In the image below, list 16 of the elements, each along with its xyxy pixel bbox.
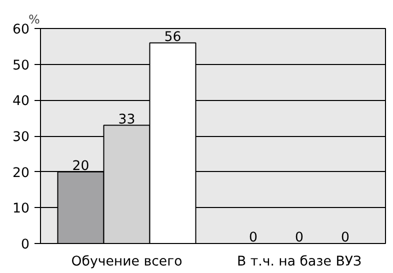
data-label: 33 xyxy=(118,112,136,128)
y-tick-label: 30 xyxy=(12,130,30,145)
data-label: 20 xyxy=(72,158,90,174)
x-tick-label: В т.ч. на базе ВУЗ xyxy=(236,254,362,270)
y-axis-title: % xyxy=(28,12,40,26)
y-tick-label: 0 xyxy=(21,238,30,252)
data-label: 0 xyxy=(295,230,304,246)
y-tick-label: 10 xyxy=(12,202,30,217)
y-tick-label: 20 xyxy=(12,166,30,181)
data-label: 0 xyxy=(341,230,350,246)
y-tick-label: 40 xyxy=(12,94,30,110)
data-label: 56 xyxy=(164,30,182,45)
y-tick-label: 50 xyxy=(12,58,30,74)
x-tick-label: Обучение всего xyxy=(71,254,182,270)
data-label: 0 xyxy=(249,230,258,246)
y-tick-label: 60 xyxy=(12,22,30,38)
